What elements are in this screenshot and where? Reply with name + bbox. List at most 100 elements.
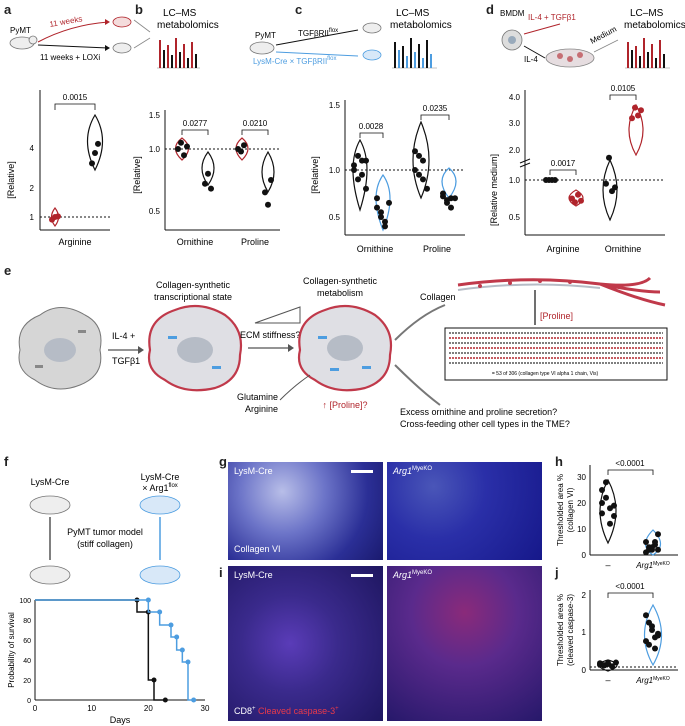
data-point — [202, 180, 208, 187]
data-point — [444, 199, 450, 206]
bar-icon — [157, 38, 200, 69]
data-point — [448, 195, 454, 202]
censor-mark — [162, 697, 168, 703]
b-xlabel: Proline — [241, 237, 269, 247]
data-point — [613, 659, 619, 666]
h-ytick: 10 — [577, 525, 586, 534]
e-stim-line2: TGFβ1 — [112, 356, 140, 366]
data-point — [359, 171, 365, 178]
violin-black — [261, 150, 275, 194]
c-ytick: 1.0 — [329, 166, 341, 175]
data-point — [605, 660, 611, 667]
data-point — [92, 150, 98, 156]
d-lcms-line2: metabolomics — [624, 20, 685, 31]
d-xlabel: Ornithine — [605, 244, 642, 254]
c-pval: 0.0235 — [423, 104, 448, 113]
censor-mark — [179, 647, 185, 653]
data-point — [265, 201, 271, 208]
c-pval: 0.0028 — [359, 122, 384, 131]
data-point — [603, 479, 609, 486]
data-point — [440, 190, 446, 197]
d-xlabel: Arginine — [546, 244, 579, 254]
b-xlabel: Ornithine — [177, 237, 214, 247]
c-ytick: 1.5 — [329, 101, 341, 110]
data-point — [95, 140, 101, 147]
data-point — [646, 641, 652, 648]
data-point — [178, 139, 184, 146]
violin-red — [235, 137, 249, 161]
data-point — [241, 142, 247, 149]
f-ytick: 60 — [23, 638, 31, 645]
data-point — [89, 160, 95, 167]
g-stain-label: Collagen VI — [234, 544, 281, 554]
d-bottom-label: IL-4 — [524, 55, 538, 64]
h-ytick: 0 — [582, 551, 587, 560]
censor-mark — [157, 609, 163, 615]
a-ytick: 4 — [30, 144, 35, 153]
c-top-label: TGFβRIIflox — [298, 28, 338, 38]
e-stim-line1: IL-4 + — [112, 331, 135, 341]
b-ytick: 1.5 — [149, 111, 161, 120]
c-xlabel: Ornithine — [357, 244, 394, 254]
a-bottom-label: 11 weeks + LOXi — [40, 53, 100, 62]
panel-f: LysM-Cre LysM-Cre × Arg1flox PyMT tumor … — [7, 472, 210, 725]
f-xtick: 0 — [33, 704, 38, 713]
violin-black — [602, 158, 618, 222]
top-schematics: PyMT 11 weeks 11 weeks + LOXi LC–MS meta… — [9, 8, 685, 69]
macrophage-icon — [297, 304, 393, 392]
mouse-icon — [249, 22, 382, 61]
data-point — [632, 104, 638, 111]
data-point — [655, 531, 661, 538]
i-stain-label: CD8+ Cleaved caspase-3+ — [234, 706, 339, 716]
a-xlabel: Arginine — [58, 237, 91, 247]
f-xlabel: Days — [110, 715, 131, 725]
data-point — [643, 612, 649, 619]
f-model-line2: (stiff collagen) — [77, 539, 133, 549]
j-ytick: 1 — [582, 628, 587, 637]
data-point — [412, 148, 418, 155]
data-point — [238, 148, 244, 155]
h-ytick: 20 — [577, 499, 586, 508]
censor-mark — [185, 659, 191, 665]
data-point — [355, 176, 361, 183]
e-ecm-label: ECM stiffness? — [240, 330, 300, 340]
data-point — [612, 184, 618, 191]
mouse-icon — [112, 16, 132, 54]
a-ytick: 2 — [30, 184, 35, 193]
a-pval: 0.0015 — [63, 93, 88, 102]
d-top-label: IL-4 + TGFβ1 — [528, 13, 576, 22]
data-point — [606, 154, 612, 161]
collagen-fiber-icon — [457, 276, 666, 307]
bar-icon — [625, 38, 670, 69]
censor-mark — [174, 634, 180, 640]
violin-blue — [375, 173, 391, 232]
d-lcms-line1: LC–MS — [630, 8, 664, 19]
chart-b: [Relative] 0.5 1.0 1.5 Ornithine Proline… — [132, 110, 280, 247]
i-right-label: Arg1MyeKO — [393, 570, 433, 580]
data-point — [655, 632, 661, 639]
data-point — [424, 185, 430, 192]
micro-g-lysm: LysM-Cre Collagen VI — [228, 462, 383, 560]
h-pval: <0.0001 — [615, 459, 645, 468]
data-point — [374, 195, 380, 202]
data-point — [652, 645, 658, 652]
censor-mark — [145, 597, 151, 603]
h-xcat: Arg1MyeKO — [635, 561, 670, 570]
h-ylabel-line2: (collagen VI) — [566, 487, 575, 532]
panel-letter-j: j — [555, 565, 559, 580]
c-lcms-line1: LC–MS — [396, 8, 430, 19]
macrophage-icon — [18, 307, 102, 390]
b-pval: 0.0277 — [183, 119, 208, 128]
censor-mark — [151, 677, 157, 683]
f-ytick: 40 — [23, 658, 31, 665]
scale-bar — [351, 470, 373, 473]
c-lcms-line2: metabolomics — [390, 20, 452, 31]
d-ytick: 1.0 — [509, 176, 521, 185]
d-ytick: 2.0 — [509, 146, 521, 155]
violin-red — [50, 207, 60, 227]
data-point — [607, 520, 613, 527]
macrophage-icon — [501, 29, 523, 51]
data-point — [638, 107, 644, 114]
data-point — [599, 500, 605, 506]
data-point — [416, 171, 422, 178]
